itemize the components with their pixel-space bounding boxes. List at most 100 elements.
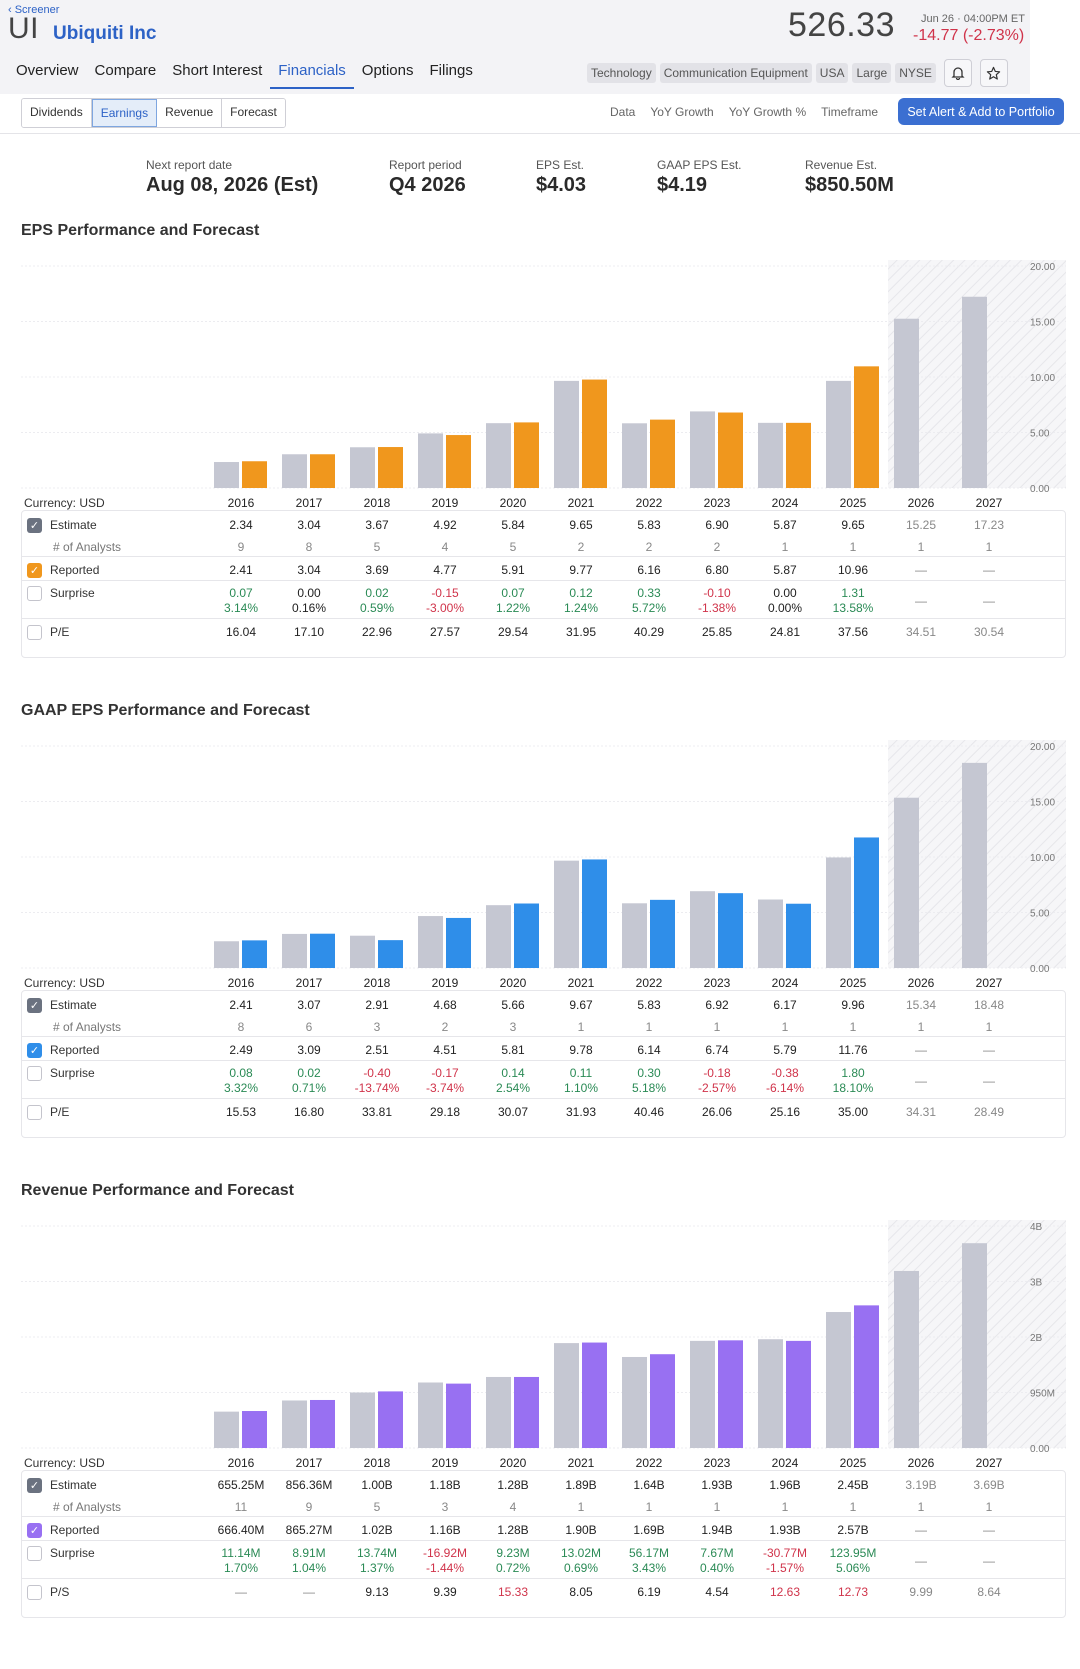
ratio-checkbox[interactable]: [27, 1585, 42, 1600]
estimate-bar[interactable]: [214, 1411, 239, 1448]
estimate-bar[interactable]: [758, 899, 783, 968]
estimate-bar[interactable]: [418, 433, 443, 488]
estimate-bar[interactable]: [214, 941, 239, 968]
tab-filings[interactable]: Filings: [429, 62, 473, 79]
reported-bar[interactable]: [582, 859, 607, 968]
tab-short-interest[interactable]: Short Interest: [172, 62, 263, 79]
estimate-bar[interactable]: [282, 1400, 307, 1448]
reported-bar[interactable]: [718, 893, 743, 968]
tab-compare[interactable]: Compare: [94, 62, 157, 79]
surprise-checkbox[interactable]: [27, 1066, 42, 1081]
tag-exchange[interactable]: NYSE: [895, 63, 936, 83]
seg-forecast[interactable]: Forecast: [222, 99, 285, 127]
tag-industry[interactable]: Communication Equipment: [659, 63, 812, 83]
reported-bar[interactable]: [854, 837, 879, 968]
opt-data[interactable]: Data: [610, 105, 636, 119]
reported-bar[interactable]: [718, 1340, 743, 1448]
opt-timeframe[interactable]: Timeframe: [821, 105, 879, 119]
reported-bar[interactable]: [650, 899, 675, 968]
reported-checkbox[interactable]: ✓: [27, 1523, 42, 1538]
surprise-checkbox[interactable]: [27, 1546, 42, 1561]
estimate-bar[interactable]: [690, 411, 715, 488]
estimate-bar[interactable]: [690, 891, 715, 968]
reported-bar[interactable]: [310, 1399, 335, 1448]
estimate-bar[interactable]: [826, 380, 851, 488]
reported-bar[interactable]: [650, 419, 675, 488]
estimate-bar[interactable]: [418, 1382, 443, 1448]
estimate-bar[interactable]: [486, 423, 511, 488]
estimate-bar[interactable]: [350, 1392, 375, 1449]
estimate-bar[interactable]: [554, 860, 579, 968]
reported-bar[interactable]: [446, 435, 471, 488]
tab-overview[interactable]: Overview: [16, 62, 79, 79]
bell-button[interactable]: [943, 59, 972, 87]
estimate-bar[interactable]: [282, 933, 307, 968]
estimate-bar[interactable]: [622, 423, 647, 488]
surprise-checkbox[interactable]: [27, 586, 42, 601]
estimate-bar[interactable]: [622, 903, 647, 968]
estimate-checkbox[interactable]: ✓: [27, 1478, 42, 1493]
reported-bar[interactable]: [650, 1354, 675, 1448]
estimate-bar[interactable]: [962, 296, 987, 488]
estimate-bar[interactable]: [962, 762, 987, 968]
reported-bar[interactable]: [786, 903, 811, 968]
opt-yoy-growth-pct[interactable]: YoY Growth %: [728, 105, 807, 119]
estimate-bar[interactable]: [486, 1376, 511, 1448]
tag-size[interactable]: Large: [852, 63, 892, 83]
estimate-bar[interactable]: [282, 454, 307, 488]
tag-country[interactable]: USA: [815, 63, 849, 83]
reported-bar[interactable]: [310, 933, 335, 968]
reported-bar[interactable]: [242, 461, 267, 488]
reported-bar[interactable]: [242, 1411, 267, 1448]
estimate-bar[interactable]: [690, 1340, 715, 1448]
seg-earnings[interactable]: Earnings: [91, 99, 158, 127]
reported-bar[interactable]: [582, 379, 607, 488]
reported-bar[interactable]: [378, 447, 403, 488]
set-alert-button[interactable]: Set Alert & Add to Portfolio: [898, 98, 1064, 125]
reported-bar[interactable]: [514, 422, 539, 488]
opt-yoy-growth[interactable]: YoY Growth: [650, 105, 714, 119]
estimate-bar[interactable]: [894, 797, 919, 968]
reported-bar[interactable]: [514, 903, 539, 968]
reported-bar[interactable]: [446, 917, 471, 968]
estimate-bar[interactable]: [554, 1343, 579, 1448]
estimate-bar[interactable]: [486, 905, 511, 968]
reported-checkbox[interactable]: ✓: [27, 563, 42, 578]
seg-dividends[interactable]: Dividends: [22, 99, 92, 127]
estimate-bar[interactable]: [622, 1356, 647, 1448]
estimate-bar[interactable]: [894, 1270, 919, 1448]
reported-bar[interactable]: [310, 454, 335, 488]
reported-bar[interactable]: [786, 1340, 811, 1448]
estimate-bar[interactable]: [214, 462, 239, 488]
estimate-bar[interactable]: [962, 1243, 987, 1448]
reported-bar[interactable]: [718, 412, 743, 488]
estimate-bar[interactable]: [894, 318, 919, 488]
seg-revenue[interactable]: Revenue: [157, 99, 223, 127]
reported-bar[interactable]: [378, 940, 403, 968]
tab-options[interactable]: Options: [361, 62, 414, 79]
estimate-bar[interactable]: [826, 857, 851, 968]
reported-bar[interactable]: [582, 1342, 607, 1448]
estimate-bar[interactable]: [350, 935, 375, 968]
ratio-checkbox[interactable]: [27, 1105, 42, 1120]
reported-bar[interactable]: [242, 940, 267, 968]
breadcrumb-screener[interactable]: ‹ Screener: [8, 4, 60, 16]
estimate-checkbox[interactable]: ✓: [27, 518, 42, 533]
reported-checkbox[interactable]: ✓: [27, 1043, 42, 1058]
tag-sector[interactable]: Technology: [587, 63, 656, 83]
ratio-checkbox[interactable]: [27, 625, 42, 640]
estimate-bar[interactable]: [758, 1339, 783, 1448]
reported-bar[interactable]: [446, 1383, 471, 1448]
reported-bar[interactable]: [854, 366, 879, 488]
star-button[interactable]: [979, 59, 1008, 87]
reported-bar[interactable]: [786, 422, 811, 488]
estimate-bar[interactable]: [826, 1312, 851, 1448]
reported-bar[interactable]: [514, 1376, 539, 1448]
estimate-bar[interactable]: [758, 422, 783, 488]
reported-bar[interactable]: [378, 1391, 403, 1448]
estimate-bar[interactable]: [418, 916, 443, 968]
estimate-bar[interactable]: [554, 380, 579, 488]
reported-bar[interactable]: [854, 1305, 879, 1448]
tab-financials[interactable]: Financials: [270, 60, 354, 89]
estimate-bar[interactable]: [350, 447, 375, 488]
